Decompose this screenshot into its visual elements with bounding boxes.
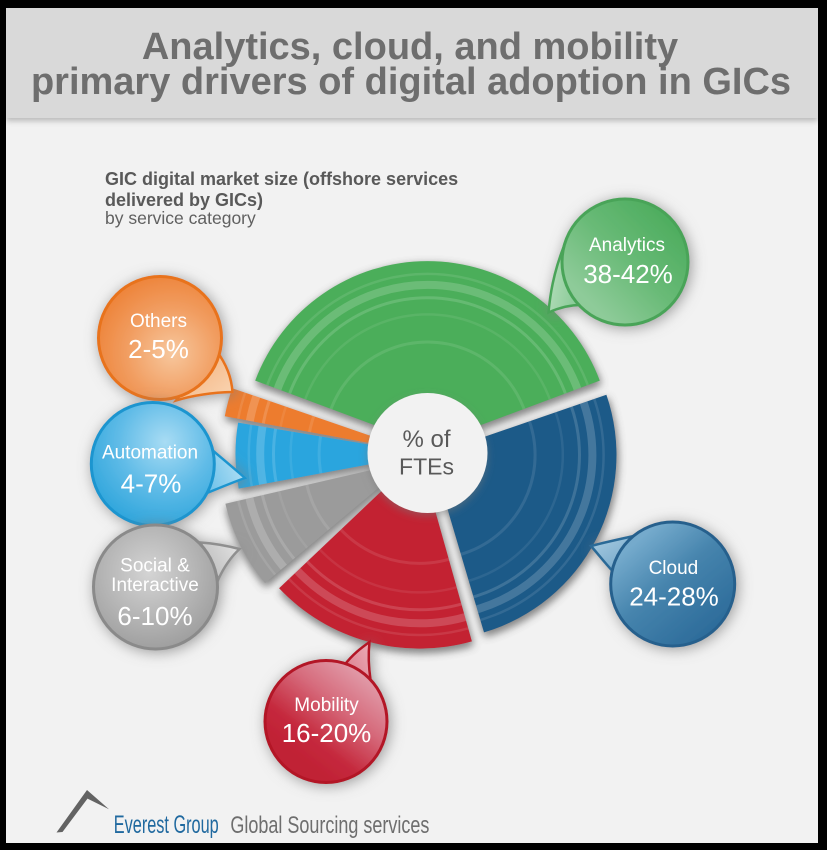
svg-text:16-20%: 16-20% (282, 718, 372, 748)
svg-text:38-42%: 38-42% (583, 259, 673, 289)
svg-text:4-7%: 4-7% (121, 469, 182, 499)
svg-text:2-5%: 2-5% (128, 334, 189, 364)
svg-text:Others: Others (130, 311, 187, 332)
svg-text:Analytics, cloud, and mobility: Analytics, cloud, and mobility (142, 26, 678, 68)
svg-text:Social &: Social & (120, 556, 190, 577)
svg-text:6-10%: 6-10% (117, 601, 192, 631)
svg-text:% of: % of (402, 426, 450, 453)
svg-text:Analytics: Analytics (589, 235, 665, 256)
svg-text:FTEs: FTEs (399, 454, 454, 480)
svg-text:Interactive: Interactive (111, 575, 199, 596)
svg-text:Everest Group: Everest Group (114, 812, 219, 839)
svg-text:GIC digital market size (offsh: GIC digital market size (offshore servic… (105, 169, 458, 189)
svg-text:Cloud: Cloud (649, 558, 699, 579)
svg-text:Automation: Automation (102, 443, 198, 464)
svg-text:Global Sourcing services: Global Sourcing services (230, 813, 429, 839)
svg-text:by service category: by service category (105, 208, 256, 228)
svg-text:Mobility: Mobility (294, 695, 359, 716)
svg-text:delivered by GICs): delivered by GICs) (105, 190, 263, 210)
svg-text:primary drivers of digital ado: primary drivers of digital adoption in G… (31, 61, 791, 103)
svg-text:24-28%: 24-28% (629, 582, 719, 612)
